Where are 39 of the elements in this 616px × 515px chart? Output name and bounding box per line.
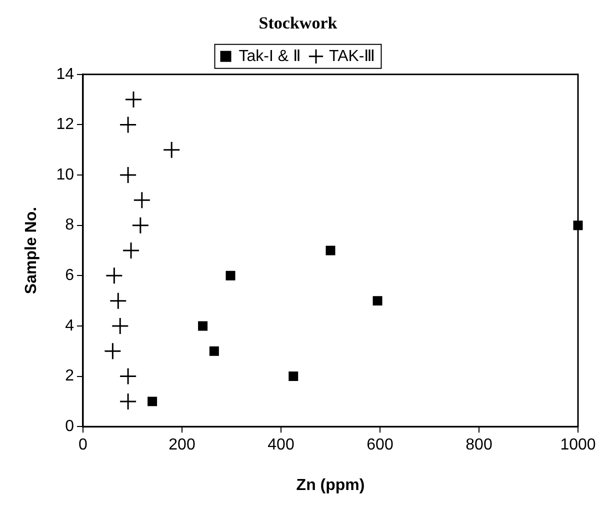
x-tick-label: 1000	[560, 436, 596, 454]
y-tick-label: 14	[56, 66, 74, 83]
point	[119, 116, 137, 134]
x-tick-label: 600	[366, 436, 394, 454]
point	[288, 372, 298, 382]
point	[109, 292, 127, 310]
y-tick-label: 2	[65, 368, 74, 385]
point	[148, 396, 158, 406]
x-tick-label: 800	[466, 436, 492, 454]
x-tick-label: 0	[78, 436, 88, 454]
x-tick-label: 400	[268, 436, 294, 454]
y-tick-label: 12	[56, 116, 74, 134]
y-tick-label: 6	[65, 267, 74, 284]
x-tick-label: 200	[168, 436, 196, 454]
point	[198, 321, 208, 331]
point	[326, 246, 336, 256]
point	[111, 317, 129, 335]
y-tick-label: 8	[65, 216, 74, 234]
y-tick-label: 4	[65, 317, 74, 334]
point	[124, 90, 142, 108]
point	[209, 346, 219, 356]
x-axis-title: Zn (ppm)	[296, 476, 365, 494]
legend-label: TAK-Ⅲ	[328, 48, 376, 65]
point	[133, 191, 151, 209]
point	[122, 242, 140, 260]
point	[105, 266, 123, 284]
point	[372, 296, 382, 306]
point	[119, 166, 137, 184]
y-axis-title: Sample No.	[23, 206, 40, 294]
point	[119, 392, 137, 410]
point	[226, 270, 236, 280]
point	[132, 216, 150, 234]
point	[162, 141, 180, 159]
chart-title: Stockwork	[258, 14, 338, 33]
point	[119, 368, 137, 386]
y-tick-label: 10	[56, 166, 74, 184]
point	[104, 342, 122, 360]
legend-label: Tak-I & Ⅱ	[238, 48, 301, 65]
y-tick-label: 0	[65, 418, 74, 436]
